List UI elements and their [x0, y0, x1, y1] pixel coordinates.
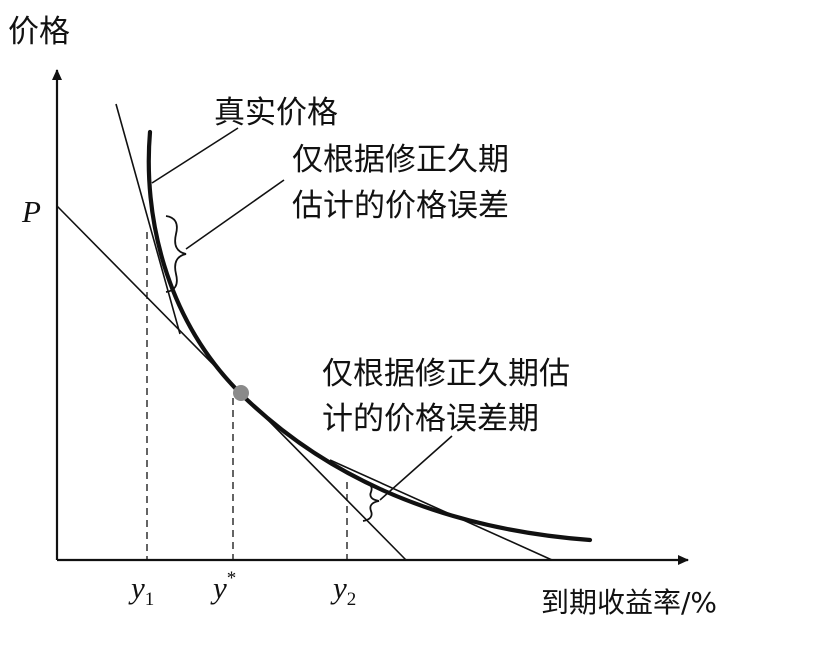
right-error-label-line2: 计的价格误差期	[322, 401, 539, 437]
left-error-label-line2: 估计的价格误差	[292, 188, 509, 224]
steep-tangent-line	[115, 103, 181, 335]
right-error-label-line1: 仅根据修正久期估	[322, 356, 570, 392]
shallow-tangent-line	[329, 459, 553, 561]
x-axis-label: 到期收益率/%	[541, 586, 717, 619]
left-error-leader-line	[185, 179, 285, 250]
left-error-brace	[165, 215, 187, 293]
y2-tick-label: y2	[330, 570, 356, 610]
true-price-label: 真实价格	[214, 95, 338, 131]
right-error-brace	[362, 481, 380, 522]
y-axis-label: 价格	[8, 14, 70, 50]
y1-tick-label: y1	[128, 570, 154, 610]
tangent-point-marker	[233, 385, 249, 401]
right-error-leader-line	[379, 435, 453, 501]
true-price-leader-line	[151, 127, 239, 184]
left-error-label-line1: 仅根据修正久期	[292, 142, 509, 178]
price-p-label: P	[21, 194, 41, 229]
ystar-tick-label: y*	[210, 568, 236, 605]
